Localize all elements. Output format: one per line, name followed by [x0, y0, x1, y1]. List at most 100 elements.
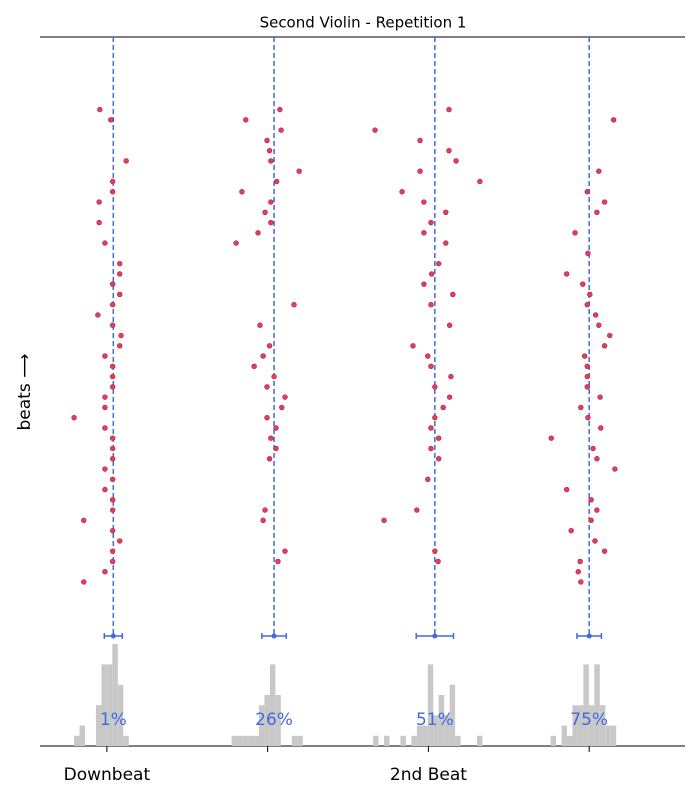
- histogram-bar: [101, 664, 107, 746]
- point: [273, 425, 279, 431]
- point: [428, 271, 435, 277]
- point: [102, 353, 108, 359]
- point: [428, 363, 434, 370]
- histogram-bar: [264, 695, 270, 746]
- point: [109, 497, 116, 503]
- histogram-bar: [79, 725, 86, 746]
- point: [109, 178, 116, 185]
- point: [584, 302, 590, 308]
- point: [372, 127, 378, 133]
- histogram-bar: [594, 664, 600, 746]
- point: [594, 456, 600, 462]
- histogram-bar: [610, 725, 617, 746]
- point: [277, 106, 283, 113]
- histogram-bar: [400, 735, 406, 746]
- point: [282, 548, 288, 554]
- point: [446, 106, 452, 113]
- point: [262, 209, 268, 215]
- point: [581, 353, 588, 359]
- point: [417, 168, 423, 174]
- histogram-bar: [550, 735, 557, 746]
- histogram-bar: [583, 664, 589, 746]
- point: [255, 230, 261, 236]
- point: [446, 394, 453, 400]
- point: [278, 127, 284, 133]
- histogram-bar: [599, 705, 606, 746]
- point: [268, 435, 274, 441]
- mean-point: [271, 633, 277, 639]
- point: [117, 271, 123, 277]
- point: [264, 137, 270, 144]
- point: [563, 271, 570, 277]
- point: [282, 394, 288, 400]
- x-tick-label: Downbeat: [64, 765, 151, 785]
- histogram-bar: [275, 695, 281, 746]
- point: [607, 332, 613, 339]
- histogram-bar: [297, 735, 303, 746]
- point: [575, 569, 581, 575]
- point: [598, 425, 604, 431]
- point: [239, 189, 245, 195]
- point: [275, 558, 281, 565]
- point: [417, 137, 423, 144]
- point: [81, 579, 87, 585]
- point: [584, 189, 590, 195]
- point: [273, 445, 279, 452]
- point: [594, 507, 600, 513]
- point: [425, 476, 431, 482]
- mean-label: 75%: [570, 710, 608, 730]
- histogram-bar: [433, 715, 439, 746]
- point: [296, 168, 302, 174]
- point: [592, 538, 598, 544]
- point: [268, 199, 274, 205]
- point: [117, 538, 123, 544]
- mean-point: [586, 633, 592, 639]
- point: [612, 466, 618, 472]
- point: [109, 527, 116, 534]
- point: [273, 178, 280, 185]
- point: [436, 435, 442, 441]
- point: [266, 456, 273, 462]
- point: [448, 373, 454, 380]
- point: [585, 250, 591, 257]
- point: [96, 199, 102, 205]
- point: [432, 414, 438, 421]
- point: [102, 466, 108, 472]
- chart-title: Second Violin - Repetition 1: [260, 14, 467, 32]
- point: [109, 558, 116, 565]
- histogram-bar: [106, 664, 113, 746]
- histogram-bar: [455, 735, 461, 746]
- histogram-bar: [427, 664, 434, 746]
- histogram-bar: [416, 725, 423, 746]
- point: [233, 240, 239, 246]
- mean-label: 1%: [100, 710, 127, 730]
- point: [443, 209, 449, 215]
- point: [587, 291, 593, 298]
- histogram-bar: [449, 684, 456, 746]
- point: [414, 507, 420, 513]
- histogram-bar: [373, 735, 379, 746]
- point: [109, 456, 116, 462]
- point: [446, 147, 452, 154]
- y-axis-label: beats ⟶: [15, 354, 35, 431]
- point: [578, 404, 584, 411]
- point: [97, 106, 103, 113]
- point: [109, 445, 116, 452]
- histogram-bar: [588, 705, 595, 746]
- point: [109, 302, 116, 308]
- point: [109, 435, 116, 441]
- point: [81, 517, 87, 524]
- histogram-bar: [74, 735, 80, 746]
- point: [601, 199, 608, 205]
- histogram-bar: [95, 705, 102, 746]
- mean-label: 26%: [255, 710, 293, 730]
- histogram-bar: [444, 715, 450, 746]
- point: [291, 302, 297, 308]
- point: [597, 394, 603, 400]
- point: [109, 373, 116, 380]
- point: [117, 343, 123, 349]
- point: [432, 548, 438, 554]
- point: [588, 497, 594, 503]
- point: [102, 240, 108, 246]
